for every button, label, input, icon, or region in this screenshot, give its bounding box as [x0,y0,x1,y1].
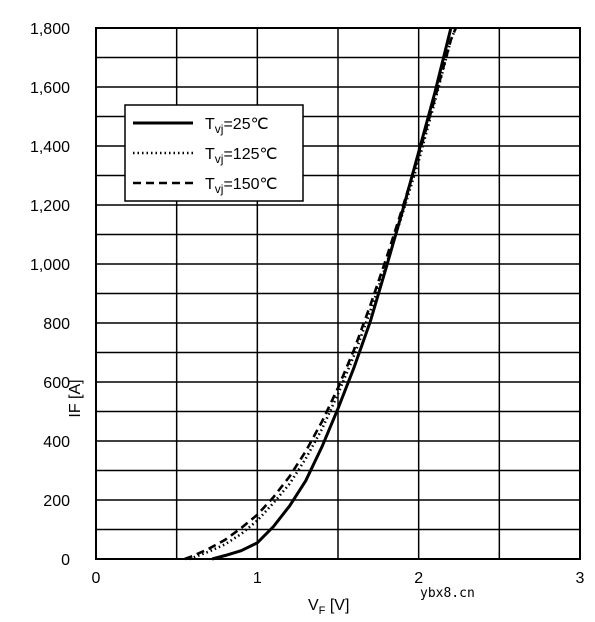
y-tick-label: 200 [43,493,70,510]
y-axis-label: IF [A] [67,379,84,417]
y-tick-label: 1,400 [30,139,70,156]
y-tick-label: 1,800 [30,21,70,38]
series-lines [184,27,458,561]
tick-labels: 0 200 400 600 800 1,000 1,200 1,400 1,600 1,800 0 1… [30,21,585,587]
x-axis-label-sub: F [319,605,326,617]
y-tick-label: 800 [43,316,70,333]
plot-frame [95,27,581,560]
y-tick-label: 1,600 [30,80,70,97]
x-tick-label: 3 [576,570,585,587]
series-line-dashed [184,27,458,561]
y-tick-label: 1,000 [30,257,70,274]
watermark: ybx8.cn [420,586,475,601]
y-tick-label: 1,200 [30,198,70,215]
y-tick-label: 0 [61,552,70,569]
y-tick-label: 600 [43,375,70,392]
x-axis-label-main: V [308,597,319,614]
legend: Tvj=25℃ Tvj=125℃ Tvj=150℃ [124,104,304,202]
x-axis-label-unit: [V] [325,597,349,614]
legend-label: Tvj=125℃ [205,146,277,166]
series-line-dotted [189,27,458,561]
x-tick-label: 0 [92,570,101,587]
legend-label: Tvj=150℃ [205,176,277,196]
x-axis-label: VF [V] [308,597,349,617]
legend-box [124,104,304,202]
y-tick-label: 400 [43,434,70,451]
legend-label: Tvj=25℃ [205,116,269,136]
x-tick-label: 1 [253,570,262,587]
x-tick-label: 2 [414,570,423,587]
grid-lines [95,27,581,560]
